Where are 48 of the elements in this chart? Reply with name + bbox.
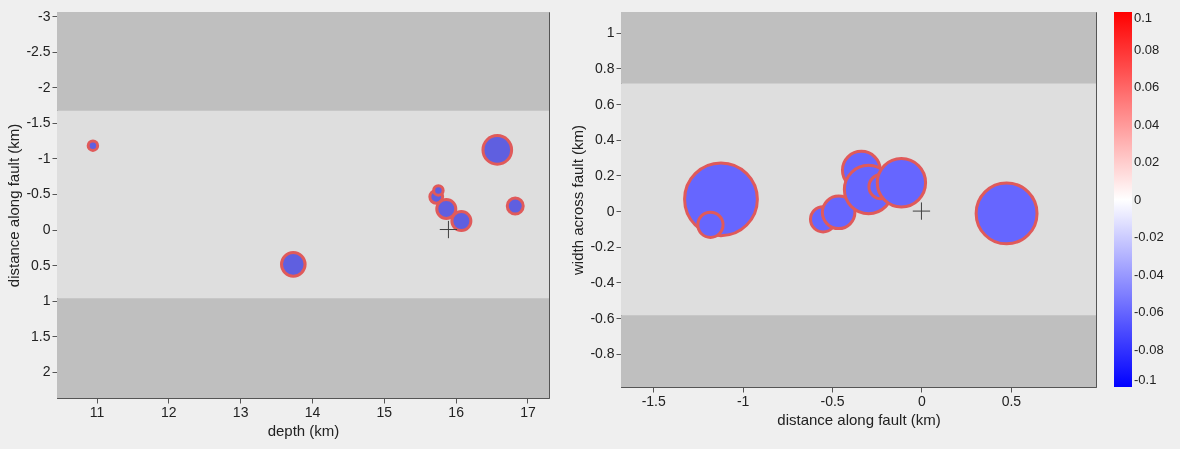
y-tick-label: 0 [42,221,51,238]
x-axis-title: depth (km) [267,421,340,439]
x-tick-label: 15 [376,403,393,420]
x-tick-label: 17 [520,403,536,420]
x-tick-label: 0.5 [1001,392,1022,409]
color-bar-label: -0.1 [1134,372,1157,387]
y-tick-label: 1 [606,24,615,41]
color-bar-label: 0.08 [1134,41,1160,57]
y-axis-title: width across fault (km) [569,124,587,277]
y-tick-label: 0.4 [595,131,615,148]
y-tick-label: 1.5 [31,327,51,344]
y-tick-label: 0.2 [595,166,615,183]
y-tick-label: -0.8 [590,345,615,362]
y-tick-label: -0.5 [26,185,51,202]
color-bar-label: 0.1 [1134,10,1153,25]
x-tick-label: 12 [161,403,177,420]
x-tick-label: 13 [232,403,249,420]
x-tick-label: -1.5 [641,392,666,409]
y-tick-label: 0.5 [31,256,51,273]
x-tick-label: 11 [89,403,105,420]
x-tick-label: 14 [304,403,321,420]
color-bar-label: 0.04 [1134,116,1160,132]
y-tick-label: -1 [38,149,51,166]
y-tick-label: -0.2 [590,238,615,255]
x-tick-label: -1 [736,392,750,409]
y-tick-label: -1.5 [26,114,51,131]
y-tick-label: -2.5 [26,43,51,60]
color-bar-label: -0.04 [1134,266,1164,282]
y-tick-label: 2 [42,363,51,380]
color-bar-label: -0.02 [1134,229,1164,244]
x-tick-label: 16 [448,403,465,420]
y-tick-label: 0.6 [595,95,615,112]
y-axis-title: distance along fault (km) [5,123,23,288]
y-tick-label: -0.4 [590,273,615,290]
color-bar-label: 0.02 [1134,154,1160,169]
x-axis-title: distance along fault (km) [777,410,941,428]
x-tick-label: 0 [918,392,927,409]
y-tick-label: 1 [42,292,51,309]
color-bar-label: 0 [1134,191,1142,207]
y-tick-label: -2 [38,78,51,95]
color-bar-label: -0.08 [1134,341,1164,357]
y-tick-label: 0 [606,202,615,219]
y-tick-label: -3 [38,7,51,24]
x-tick-label: -0.5 [820,392,845,409]
y-tick-label: -0.6 [590,309,615,326]
color-bar-label: 0.06 [1134,79,1160,94]
color-bar-label: -0.06 [1134,304,1164,319]
y-tick-label: 0.8 [595,60,615,76]
